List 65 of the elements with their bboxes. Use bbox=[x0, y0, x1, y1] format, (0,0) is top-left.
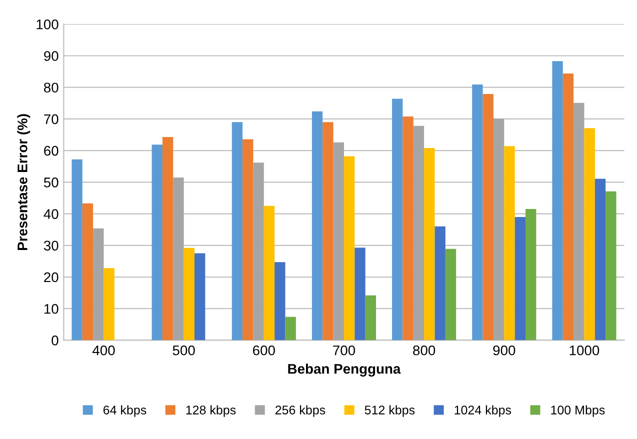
bar bbox=[514, 216, 526, 340]
bar bbox=[606, 191, 616, 340]
bar bbox=[322, 122, 334, 340]
bar bbox=[354, 248, 366, 340]
y-tick-label: 0 bbox=[52, 336, 58, 346]
y-tick-label: 100 bbox=[36, 19, 58, 30]
y-tick-label: 20 bbox=[44, 272, 58, 282]
bar bbox=[445, 248, 456, 340]
y-tick-label: 70 bbox=[44, 114, 58, 124]
bar bbox=[232, 122, 243, 340]
bar bbox=[194, 253, 206, 340]
x-tick-label: 700 bbox=[333, 345, 356, 356]
y-tick-label: 50 bbox=[44, 178, 58, 188]
bar bbox=[472, 84, 483, 340]
legend-label: 128 kbps bbox=[186, 405, 236, 417]
bar bbox=[493, 118, 504, 340]
legend-label: 512 kbps bbox=[364, 405, 415, 417]
y-tick-label: 80 bbox=[44, 82, 58, 93]
x-tick-label: 1000 bbox=[570, 345, 600, 356]
bar bbox=[184, 248, 194, 340]
bar bbox=[162, 136, 174, 340]
x-tick-label: 800 bbox=[413, 345, 436, 356]
x-tick-label: 400 bbox=[92, 345, 115, 356]
bar bbox=[434, 226, 446, 340]
x-axis-title: Beban Pengguna bbox=[288, 364, 401, 377]
bar bbox=[562, 73, 574, 340]
bar bbox=[424, 148, 435, 340]
x-tick-label: 900 bbox=[493, 345, 516, 356]
bar bbox=[344, 156, 355, 340]
bar bbox=[594, 178, 606, 340]
bar bbox=[274, 262, 286, 340]
bar bbox=[82, 203, 94, 340]
bar bbox=[482, 94, 494, 340]
bar bbox=[504, 146, 515, 340]
bar bbox=[413, 126, 424, 340]
legend-label: 256 kbps bbox=[275, 405, 326, 417]
legend-label: 64 kbps bbox=[103, 405, 146, 417]
bar bbox=[574, 102, 584, 340]
bar bbox=[392, 98, 403, 340]
legend-label: 100 Mbps bbox=[551, 405, 605, 417]
bar bbox=[525, 209, 536, 340]
y-tick-label: 40 bbox=[44, 209, 58, 219]
bar bbox=[152, 144, 162, 340]
bar bbox=[104, 268, 114, 340]
x-tick-label: 600 bbox=[253, 345, 275, 356]
y-axis-title: Presentase Error (%) bbox=[17, 114, 30, 250]
x-tick-label: 500 bbox=[172, 345, 195, 356]
legend-label: 1024 kbps bbox=[454, 405, 512, 417]
bar bbox=[93, 228, 104, 340]
bar bbox=[285, 316, 296, 340]
bar bbox=[253, 162, 264, 340]
y-tick-label: 30 bbox=[44, 240, 58, 251]
bar bbox=[72, 159, 82, 340]
y-tick-label: 90 bbox=[44, 51, 58, 61]
bar bbox=[365, 295, 376, 340]
bar bbox=[242, 139, 254, 340]
bar bbox=[264, 206, 275, 340]
y-tick-label: 60 bbox=[44, 146, 58, 156]
bar bbox=[173, 177, 184, 340]
bar bbox=[584, 128, 595, 340]
bar bbox=[312, 111, 323, 340]
bar bbox=[402, 116, 414, 340]
bar bbox=[552, 61, 563, 340]
y-tick-label: 10 bbox=[44, 304, 58, 314]
bar bbox=[333, 142, 344, 340]
